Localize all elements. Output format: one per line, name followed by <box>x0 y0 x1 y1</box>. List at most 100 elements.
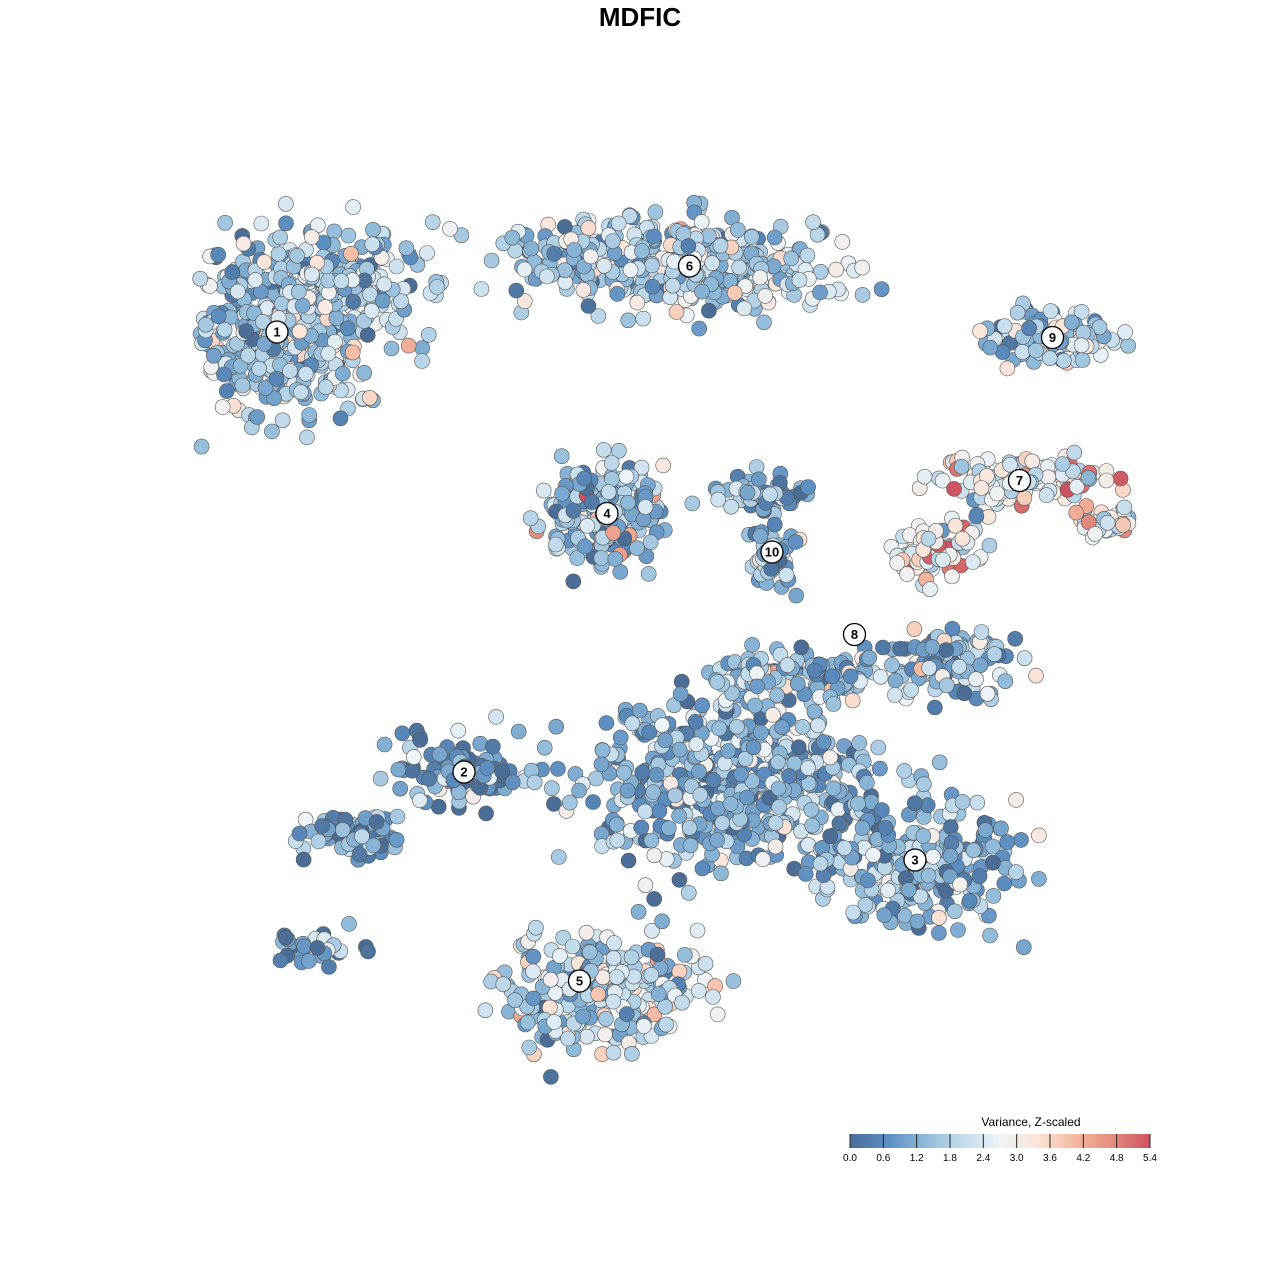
cell-point <box>680 884 697 901</box>
cell-point <box>779 657 796 673</box>
cell-point <box>550 761 566 777</box>
cell-point <box>767 815 784 831</box>
cell-point <box>368 814 385 830</box>
cell-point <box>726 285 743 301</box>
cell-point <box>620 494 636 511</box>
cell-point <box>389 808 406 825</box>
cluster-label-marker <box>677 254 702 278</box>
cell-point <box>691 763 707 780</box>
cell-point <box>317 379 334 395</box>
cell-point <box>676 947 693 963</box>
cell-point <box>605 524 622 541</box>
cell-point <box>525 948 542 965</box>
legend-tick-label: 2.4 <box>976 1153 990 1164</box>
cell-point <box>876 907 893 924</box>
cell-point <box>612 729 629 746</box>
cell-point <box>604 471 620 487</box>
cell-point <box>981 537 998 554</box>
cluster-label-4: 4 <box>595 501 619 526</box>
cell-point <box>642 534 659 551</box>
cell-point <box>479 760 496 776</box>
cluster-label-8: 8 <box>842 622 867 647</box>
cell-point <box>961 892 978 909</box>
cell-point <box>854 259 871 276</box>
cluster-label-marker <box>452 760 476 784</box>
cluster-label-text: 7 <box>1016 473 1023 488</box>
cell-point <box>193 438 210 455</box>
cell-point <box>450 722 467 739</box>
cell-point <box>364 236 381 253</box>
cell-point <box>1063 314 1080 331</box>
cell-point <box>694 860 711 877</box>
cell-point <box>956 685 973 702</box>
cell-point <box>806 662 823 679</box>
cell-point <box>637 877 654 894</box>
cell-point <box>234 377 251 394</box>
cell-point <box>605 1044 622 1061</box>
cell-point <box>720 743 737 759</box>
cell-point <box>365 222 381 238</box>
cluster-label-text: 5 <box>576 974 583 989</box>
cell-point <box>327 333 343 350</box>
cluster-labels: 1 2 3 4 5 6 7 8 9 10 <box>265 254 1065 993</box>
cell-point <box>345 199 361 215</box>
cell-point <box>649 946 666 963</box>
cell-point <box>274 412 291 429</box>
cell-point <box>731 259 747 276</box>
cell-point <box>872 668 889 685</box>
cell-point <box>654 717 671 734</box>
cell-point <box>623 949 640 966</box>
cell-point <box>1112 470 1129 487</box>
cell-point <box>595 441 612 458</box>
cell-point <box>309 940 326 956</box>
cell-point <box>739 789 755 806</box>
legend-colorbar <box>850 1134 1150 1148</box>
cell-point <box>745 739 762 756</box>
cell-point <box>583 494 600 510</box>
cell-point <box>249 409 266 425</box>
cell-point <box>582 248 599 265</box>
cell-point <box>351 846 368 863</box>
cell-point <box>921 660 937 676</box>
cell-point <box>394 725 411 742</box>
cell-point <box>1066 444 1083 461</box>
legend-tick-label: 5.4 <box>1143 1153 1157 1164</box>
cell-point <box>235 235 252 252</box>
cell-point <box>672 686 689 702</box>
cell-point <box>944 568 960 585</box>
cell-point <box>405 749 422 765</box>
cell-point <box>332 410 349 427</box>
cell-point <box>1038 487 1055 503</box>
cell-point <box>575 282 592 298</box>
cell-point <box>310 833 327 850</box>
cell-point <box>692 787 709 803</box>
cell-point <box>874 802 890 818</box>
cell-point <box>359 327 376 343</box>
cell-point <box>314 818 330 834</box>
cell-point <box>328 310 345 326</box>
cell-point <box>694 697 711 714</box>
cell-point <box>934 472 951 489</box>
cell-point <box>854 820 871 836</box>
cell-point <box>1015 939 1032 956</box>
legend-tick-label: 1.8 <box>943 1153 957 1164</box>
cell-point <box>693 214 710 230</box>
cell-point <box>593 756 610 773</box>
cell-point <box>650 986 667 1002</box>
cell-point <box>952 876 968 893</box>
cell-point <box>429 279 445 295</box>
cell-point <box>684 495 701 512</box>
cell-point <box>485 738 501 755</box>
cell-point <box>1016 490 1033 506</box>
cell-point <box>542 971 559 988</box>
cell-point <box>1040 469 1057 486</box>
cell-point <box>543 1069 559 1085</box>
cell-point <box>264 423 280 440</box>
cell-point <box>392 780 409 797</box>
cell-point <box>922 581 938 598</box>
cell-point <box>546 1014 563 1030</box>
cell-point <box>714 815 731 831</box>
legend-tick-label: 4.8 <box>1110 1153 1124 1164</box>
cell-point <box>546 796 562 812</box>
cell-point <box>580 220 597 236</box>
